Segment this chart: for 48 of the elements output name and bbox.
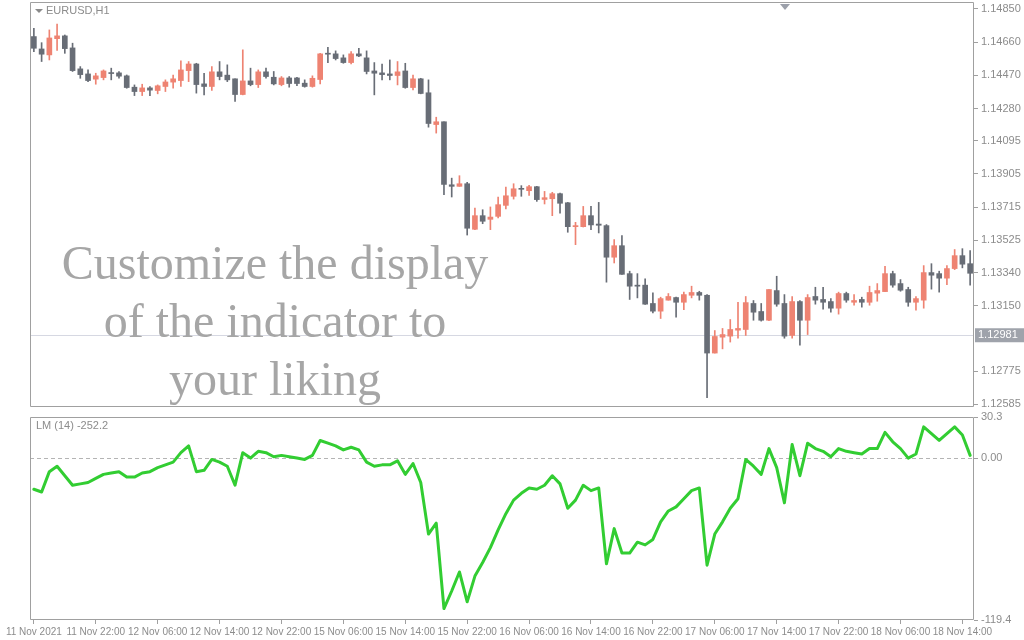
candlestick <box>371 62 378 96</box>
x-tick-label: 12 Nov 22:00 <box>251 625 312 637</box>
candlestick <box>386 59 393 81</box>
y-tick-label: 1.13150 <box>981 298 1021 311</box>
x-tick-label: 16 Nov 06:00 <box>499 625 560 637</box>
x-tick-label: 18 Nov 06:00 <box>870 625 931 637</box>
candlestick <box>108 67 115 81</box>
candlestick <box>54 23 60 51</box>
x-tick-label: 11 Nov 22:00 <box>66 625 126 637</box>
candlestick <box>549 191 556 216</box>
candlestick <box>851 294 857 306</box>
y-tick-label: -119.4 <box>981 613 1012 626</box>
x-tick-label: 15 Nov 06:00 <box>313 625 374 637</box>
y-tick-label: 30.3 <box>981 410 1003 423</box>
x-tick-label: 18 Nov 14:00 <box>932 625 993 637</box>
candlestick <box>325 46 331 63</box>
y-tick-label: 1.13340 <box>981 265 1021 278</box>
x-tick-label: 17 Nov 14:00 <box>746 625 807 637</box>
y-tick-label: 1.13905 <box>981 166 1021 179</box>
x-tick-label: 12 Nov 14:00 <box>189 625 250 637</box>
chart-title: EURUSD,H1 <box>46 4 110 17</box>
y-tick-label: 1.12585 <box>981 397 1021 410</box>
y-tick-label: 1.14280 <box>981 101 1021 114</box>
candlestick <box>595 202 602 234</box>
x-tick-label: 15 Nov 22:00 <box>437 625 498 637</box>
x-tick-label: 11 Nov 2021 <box>5 625 63 637</box>
x-tick-label: 12 Nov 06:00 <box>127 625 188 637</box>
y-tick-label: 0.00 <box>981 451 1003 464</box>
x-tick-label: 16 Nov 22:00 <box>623 625 684 637</box>
y-tick-label: 1.12775 <box>981 364 1021 377</box>
candlestick <box>201 72 207 96</box>
y-tick-label: 1.14660 <box>981 35 1021 48</box>
candlestick <box>735 301 741 339</box>
x-tick-label: 17 Nov 06:00 <box>685 625 745 637</box>
x-tick-label: 15 Nov 14:00 <box>375 625 436 637</box>
y-tick-label: 1.13525 <box>981 233 1021 246</box>
y-tick-label: 1.14850 <box>981 2 1021 15</box>
x-tick-label: 17 Nov 22:00 <box>808 625 869 637</box>
y-tick-label: 1.14470 <box>981 68 1021 81</box>
y-tick-label: 1.14095 <box>981 133 1021 146</box>
annotation: Customize the display of the indicator to your liking <box>61 236 489 405</box>
candlestick <box>448 177 455 198</box>
candlestick <box>820 286 826 310</box>
candlestick <box>874 283 881 302</box>
y-tick-label: 1.13715 <box>981 200 1021 213</box>
x-tick-label: 16 Nov 14:00 <box>561 625 622 637</box>
ref-line-label: 1.12981 <box>978 328 1018 341</box>
chart-title: LM (14) -252.2 <box>36 419 109 432</box>
